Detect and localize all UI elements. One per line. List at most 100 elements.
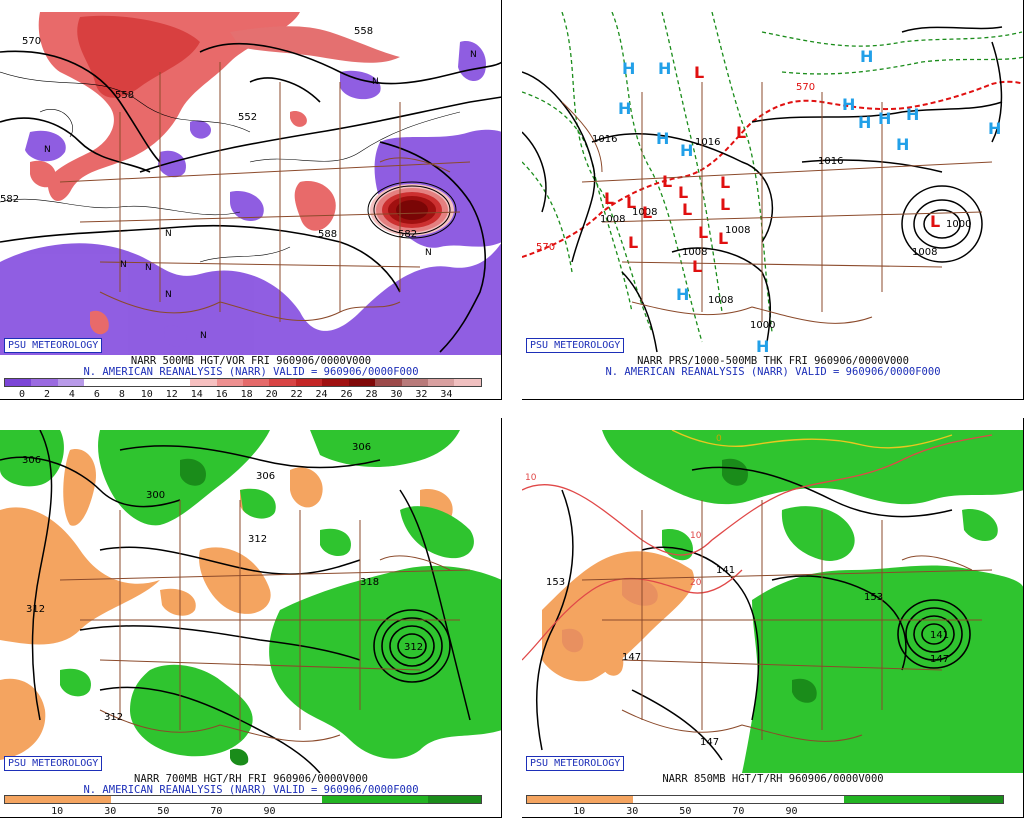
scale-swatch [454,379,481,386]
scale-swatch [401,379,428,386]
contour-label: 318 [360,577,379,588]
isobar-label: 1008 [912,247,937,258]
temp-label: 20 [690,578,702,588]
scale-tick-label: 70 [210,806,223,817]
vort-min-marker: N [44,145,51,155]
low-symbol: L [678,183,688,202]
scale-swatch [579,796,633,803]
contour-label: 306 [352,442,371,453]
high-symbol: H [988,119,1001,138]
height-contours [0,430,471,773]
scale-tick-label: 10 [140,389,153,400]
scale-tick-label: 14 [190,389,203,400]
scale-tick-label: 30 [104,806,117,817]
scale-tick-label: 34 [440,389,453,400]
contour-label: 312 [26,604,45,615]
scale-tick-label: 32 [415,389,428,400]
scale-swatch [269,379,296,386]
scale-tick-label: 18 [240,389,253,400]
high-symbol: H [896,135,909,154]
low-symbol: L [930,212,940,231]
scale-swatch [348,379,376,386]
contour-label: 153 [546,577,565,588]
thickness-label: 570 [536,242,555,253]
contour-label: 147 [622,652,641,663]
contour-label: 570 [22,36,41,47]
low-symbol: L [718,229,728,248]
scale-swatch [163,379,191,386]
high-symbol: H [676,285,689,304]
low-symbol: L [642,203,652,222]
rh700-map: 306 300 306 312 312 318 306 312 312 [0,430,502,773]
contour-label: 141 [930,630,949,641]
scale-tick-label: 30 [390,389,403,400]
scale-swatch [375,796,429,803]
low-symbol: L [736,123,746,142]
psu-meteorology-label: PSU METEOROLOGY [526,756,625,771]
zero-temp-line [671,430,953,449]
scale-swatch [428,796,482,803]
contour-label: 147 [930,654,949,665]
scale-swatch [844,796,898,803]
scale-tick-label: 16 [215,389,228,400]
scale-tick-label: 10 [51,806,64,817]
scale-tick-label: 90 [785,806,798,817]
scale-swatch [110,796,164,803]
rh-color-scale [4,795,482,804]
scale-swatch [137,379,164,386]
state-boundaries [59,500,471,742]
contour-label: 306 [22,455,41,466]
low-rings [373,609,451,683]
contour-label: 141 [716,565,735,576]
moist-areas [602,430,1024,773]
scale-swatch [31,379,58,386]
scale-swatch [216,796,270,803]
caption-line-1: NARR 850MB HGT/T/RH 960906/0000V000 [662,773,884,785]
caption-line-1: NARR PRS/1000-500MB THK FRI 960906/0000V… [637,355,909,367]
isobar-label: 1008 [600,214,625,225]
panel-700mb-rh: 306 300 306 312 312 318 306 312 312 PSU … [0,418,502,818]
vort-min-marker: N [425,248,432,258]
contour-label: 153 [864,592,883,603]
rh-color-scale [526,795,1004,804]
scale-swatch [791,796,845,803]
vort-min-marker: N [372,77,379,87]
high-symbol: H [906,105,919,124]
scale-tick-label: 6 [93,389,100,400]
scale-tick-label: 8 [118,389,125,400]
positive-vorticity-areas [30,12,400,335]
isobar-label: 1016 [818,156,843,167]
scale-tick-label: 30 [626,806,639,817]
psu-meteorology-label: PSU METEOROLOGY [4,756,103,771]
scale-swatch [527,796,580,803]
low-east-rings [901,185,983,263]
caption-line-2: N. AMERICAN REANALYSIS (NARR) VALID = 96… [83,784,419,796]
scale-tick-label: 28 [365,389,378,400]
contour-label: 558 [115,90,134,101]
high-symbol: H [842,95,855,114]
scale-swatch [190,379,217,386]
high-symbol: H [656,129,669,148]
vort-min-marker: N [120,260,127,270]
psu-meteorology-label: PSU METEOROLOGY [4,338,103,353]
scale-swatch [738,796,792,803]
low-symbol: L [692,257,702,276]
scale-swatch [110,379,138,386]
thickness-570-line [522,80,1024,258]
high-symbol: H [618,99,631,118]
scale-swatch [242,379,270,386]
caption-line-1: NARR 700MB HGT/RH FRI 960906/0000V000 [134,773,368,785]
high-symbol: H [680,141,693,160]
scale-tick-label: 70 [732,806,745,817]
temp-label: 0 [716,434,722,444]
panel-500mb-vorticity: 570 558 582 552 588 558 582 N N N N N N … [0,0,502,400]
low-symbol: L [720,173,730,192]
contour-label: 558 [354,26,373,37]
low-symbol: L [720,195,730,214]
scale-swatch [84,379,111,386]
panel-pressure-thickness: 1008 1016 1016 1016 1008 1008 1008 1008 … [522,0,1024,400]
scale-tick-label: 12 [165,389,178,400]
scale-swatch [5,796,58,803]
scale-tick-label: 10 [573,806,586,817]
contour-label: 312 [404,642,423,653]
